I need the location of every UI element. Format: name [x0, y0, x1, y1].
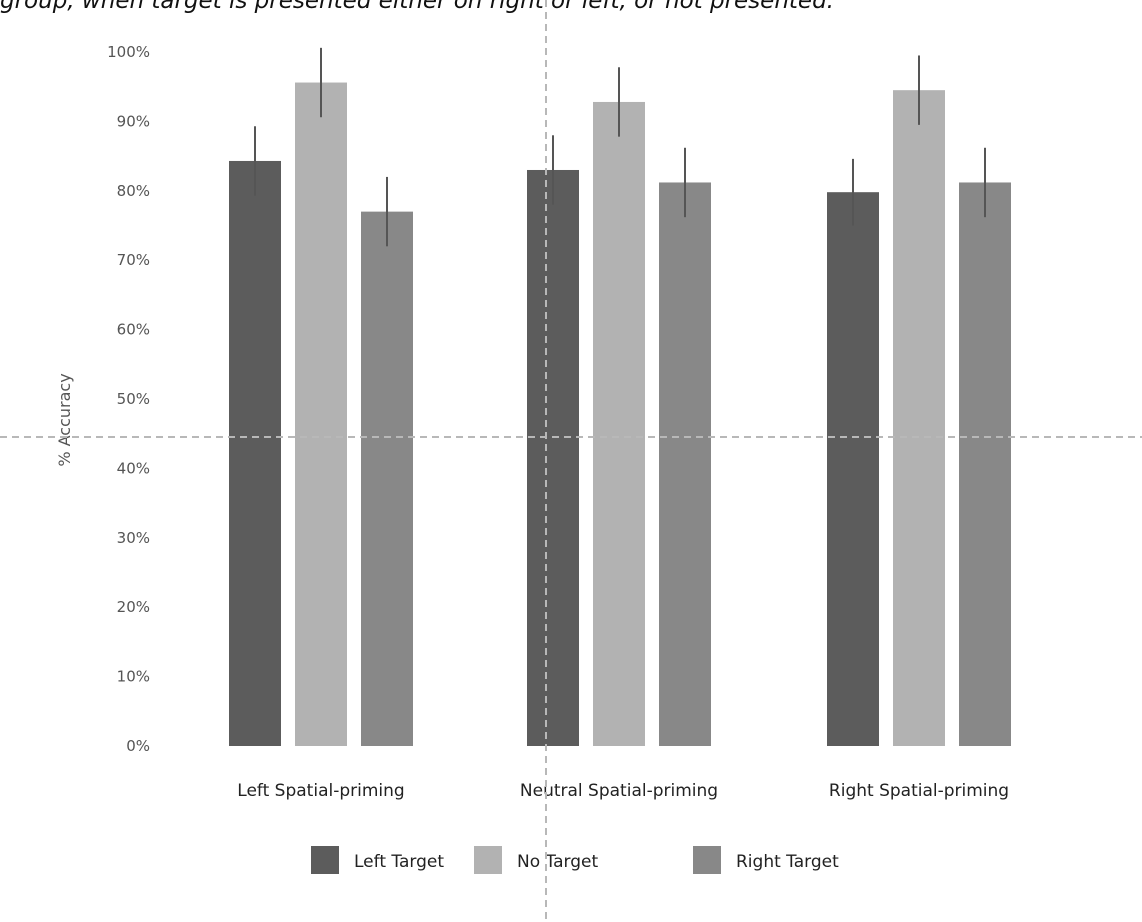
error-bars	[254, 47, 986, 247]
y-tick-label: 10%	[117, 668, 150, 686]
category-label: Right Spatial-priming	[829, 781, 1009, 801]
bar	[593, 101, 645, 746]
legend-label: Left Target	[354, 852, 444, 872]
bar	[659, 182, 711, 747]
legend: Left Target No Target Right Target	[311, 846, 839, 874]
y-tick-label: 50%	[117, 390, 150, 408]
figure-caption: group, when target is presented either o…	[0, 0, 834, 14]
y-tick-label: 20%	[117, 598, 150, 616]
legend-swatch	[693, 846, 721, 874]
y-axis-ticks: 0% 10% 20% 30% 40% 50% 60% 70% 80% 90% 100%	[107, 43, 150, 755]
y-tick-label: 70%	[117, 251, 150, 269]
y-axis-label: % Accuracy	[55, 373, 74, 466]
bar	[229, 160, 281, 746]
legend-label: No Target	[517, 852, 598, 872]
bar	[827, 192, 879, 747]
bar	[361, 211, 413, 746]
legend-swatch	[474, 846, 502, 874]
y-tick-label: 30%	[117, 529, 150, 547]
y-tick-label: 80%	[117, 182, 150, 200]
y-tick-label: 40%	[117, 459, 150, 477]
bars	[229, 82, 1011, 747]
bar	[527, 169, 579, 747]
y-tick-label: 0%	[126, 737, 150, 755]
y-tick-label: 90%	[117, 112, 150, 130]
bar	[295, 82, 347, 746]
bar	[959, 182, 1011, 747]
legend-swatch	[311, 846, 339, 874]
bar	[893, 90, 945, 747]
category-label: Left Spatial-priming	[237, 781, 404, 801]
y-tick-label: 60%	[117, 321, 150, 339]
y-tick-label: 100%	[107, 43, 150, 61]
category-label: Neutral Spatial-priming	[520, 781, 718, 801]
legend-label: Right Target	[736, 852, 839, 872]
category-labels: Left Spatial-priming Neutral Spatial-prim…	[237, 781, 1009, 801]
